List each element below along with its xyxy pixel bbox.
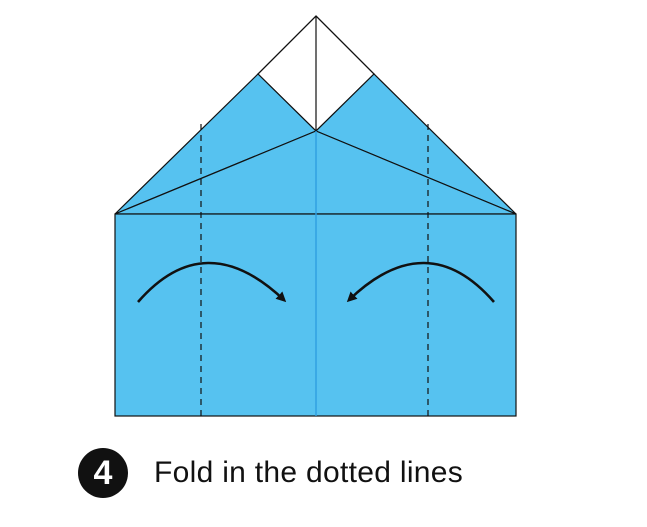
curved-arrow-left-icon xyxy=(346,261,495,303)
step-caption: 4 Fold in the dotted lines xyxy=(78,447,463,499)
origami-diagram xyxy=(114,15,517,417)
tip-edge-right xyxy=(315,15,375,75)
step-instruction: Fold in the dotted lines xyxy=(154,456,464,489)
step-number-badge: 4 xyxy=(78,448,128,498)
tip-edge-left xyxy=(257,15,317,75)
curved-arrow-right-icon xyxy=(137,261,287,303)
